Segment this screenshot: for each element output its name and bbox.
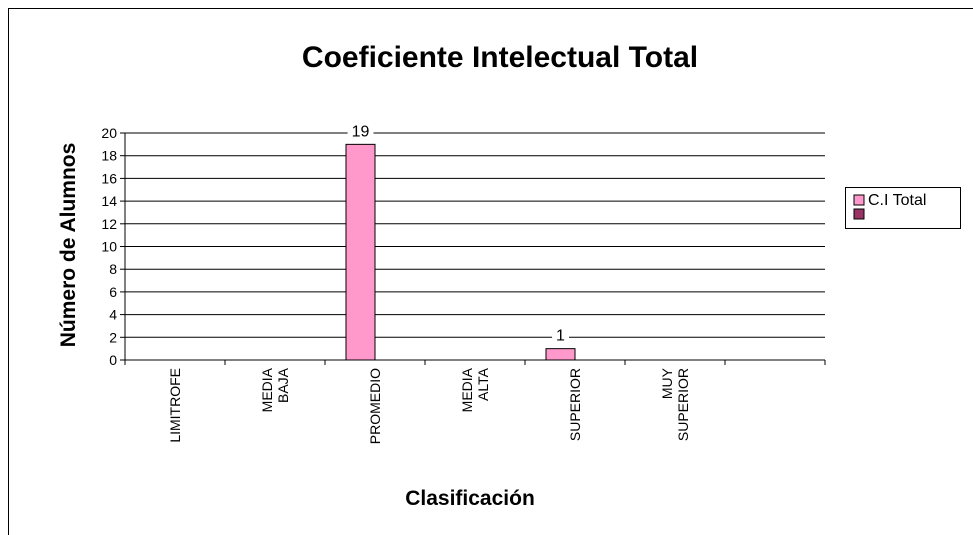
bar xyxy=(345,143,376,361)
data-label-bg xyxy=(552,326,570,346)
bar xyxy=(545,348,576,361)
y-axis-title: Número de Alumnos xyxy=(57,143,80,348)
y-tick-label: 20 xyxy=(101,125,117,141)
y-tick-label: 4 xyxy=(109,307,117,323)
x-tick-label: MEDIABAJA xyxy=(259,367,291,412)
x-tick-label: MEDIAALTA xyxy=(459,367,491,412)
y-tick-label: 2 xyxy=(109,329,117,345)
chart-title: Coeficiente Intelectual Total xyxy=(302,41,698,74)
legend-label: C.I Total xyxy=(868,192,926,209)
x-tick-label: PROMEDIO xyxy=(367,368,383,444)
legend-swatch xyxy=(853,194,865,206)
y-tick-label: 10 xyxy=(101,239,117,255)
chart-border xyxy=(8,8,973,535)
legend-swatch xyxy=(853,208,865,220)
y-tick-label: 12 xyxy=(101,216,117,232)
x-tick-label: SUPERIOR xyxy=(567,368,583,441)
y-tick-label: 0 xyxy=(109,352,117,368)
data-label-bg xyxy=(347,122,374,142)
legend xyxy=(845,187,961,229)
y-tick-label: 18 xyxy=(101,148,117,164)
data-label: 1 xyxy=(556,328,565,345)
data-label: 19 xyxy=(352,123,370,140)
y-tick-label: 8 xyxy=(109,261,117,277)
y-tick-label: 14 xyxy=(101,193,117,209)
x-tick-label: MUYSUPERIOR xyxy=(659,367,691,441)
y-tick-label: 16 xyxy=(101,170,117,186)
x-tick-label: LIMITROFE xyxy=(167,368,183,443)
y-tick-label: 6 xyxy=(109,284,117,300)
x-axis-title: Clasificación xyxy=(405,487,535,510)
